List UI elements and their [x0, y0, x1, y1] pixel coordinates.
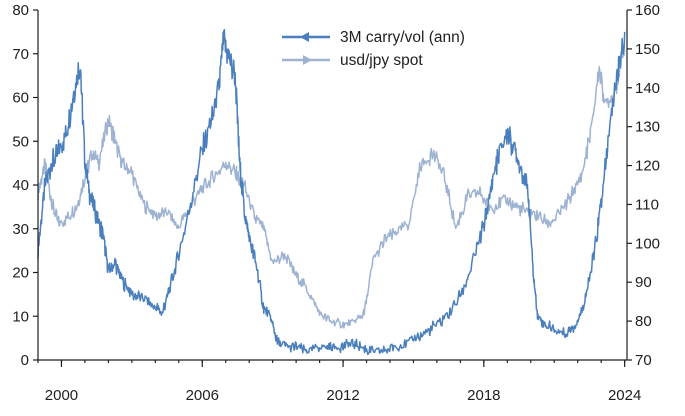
legend-marker-icon: [300, 32, 309, 42]
left-tick-label: 30: [12, 221, 29, 238]
right-tick-label: 130: [635, 119, 660, 136]
series-line-usdjpy-spot: [37, 48, 626, 329]
right-tick-label: 70: [635, 352, 652, 369]
right-tick-label: 110: [635, 196, 659, 213]
left-tick-label: 20: [12, 265, 29, 282]
left-tick-label: 40: [12, 177, 29, 194]
x-tick-label: 2006: [186, 387, 219, 404]
right-tick-label: 160: [635, 2, 660, 19]
legend-label: 3M carry/vol (ann): [340, 29, 465, 46]
series-line-carry-vol: [37, 28, 626, 356]
left-tick-label: 0: [21, 352, 29, 369]
x-tick-label: 2000: [45, 387, 78, 404]
axes-layer: 0 10 20 30 40 50 60 70 80 70 80 90 100 110 120 130 140 15…: [12, 2, 660, 404]
left-tick-label: 10: [12, 308, 29, 325]
x-tick-label: 2024: [608, 387, 641, 404]
series-layer: [37, 28, 626, 356]
left-tick-label: 50: [12, 133, 29, 150]
x-tick-label: 2012: [326, 387, 359, 404]
right-tick-label: 150: [635, 41, 660, 58]
right-tick-label: 90: [635, 274, 652, 291]
left-tick-label: 70: [12, 46, 29, 63]
right-tick-label: 120: [635, 158, 660, 175]
left-tick-label: 60: [12, 90, 29, 107]
left-tick-label: 80: [12, 2, 29, 19]
legend-label: usd/jpy spot: [340, 52, 423, 69]
right-tick-label: 100: [635, 235, 660, 252]
legend-marker-icon: [303, 55, 312, 65]
right-tick-label: 80: [635, 313, 652, 330]
legend: 3M carry/vol (ann) usd/jpy spot: [282, 29, 465, 69]
right-tick-label: 140: [635, 80, 660, 97]
x-tick-label: 2018: [467, 387, 500, 404]
